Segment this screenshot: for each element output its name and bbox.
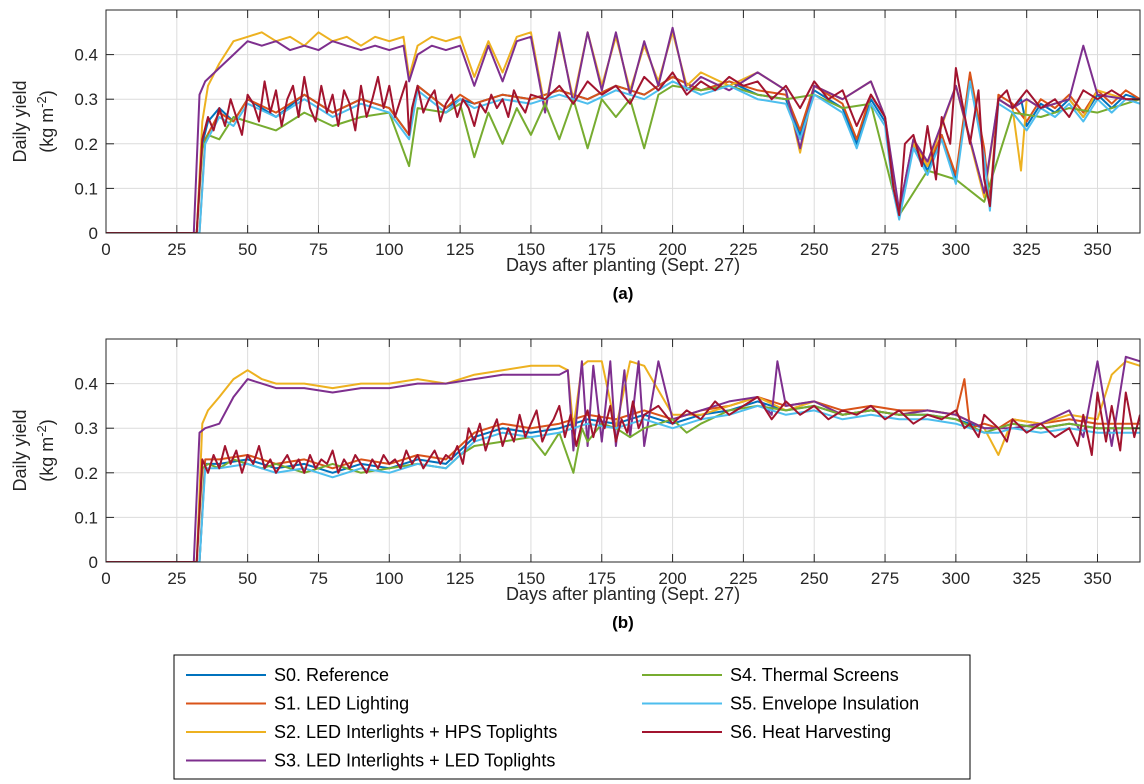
x-tick-label: 50 [238, 569, 257, 588]
x-tick-label: 200 [658, 569, 686, 588]
x-tick-label: 25 [167, 240, 186, 259]
y-tick-label: 0.2 [74, 135, 98, 154]
series-line [106, 355, 1140, 562]
y-tick-label: 0.1 [74, 179, 98, 198]
legend-entry: S5. Envelope Insulation [730, 694, 919, 714]
legend-entry: S2. LED Interlights + HPS Toplights [274, 722, 557, 742]
x-tick-label: 125 [446, 569, 474, 588]
legend-box [173, 654, 971, 780]
x-tick-label: 0 [101, 240, 110, 259]
y-axis-label: Daily yield [10, 409, 30, 491]
x-tick-label: 100 [375, 240, 403, 259]
axes-box [105, 9, 1141, 234]
x-tick-label: 125 [446, 240, 474, 259]
x-tick-label: 225 [729, 569, 757, 588]
x-tick-label: 275 [871, 240, 899, 259]
y-tick-label: 0.4 [74, 375, 98, 394]
x-tick-label: 250 [800, 240, 828, 259]
x-tick-label: 175 [588, 569, 616, 588]
y-tick-label: 0.3 [74, 419, 98, 438]
y-axis-unit: (kg m-2) [34, 419, 57, 482]
x-axis-label: Days after planting (Sept. 27) [506, 255, 740, 275]
x-tick-label: 200 [658, 240, 686, 259]
x-tick-label: 300 [942, 240, 970, 259]
y-tick-label: 0.3 [74, 90, 98, 109]
x-tick-label: 0 [101, 569, 110, 588]
series-line [106, 404, 1140, 562]
y-tick-label: 0.1 [74, 508, 98, 527]
x-tick-label: 250 [800, 569, 828, 588]
plot-area [106, 10, 1140, 233]
panel-label: (a) [613, 284, 634, 303]
series-line [106, 67, 1140, 233]
legend-entry: S3. LED Interlights + LED Toplights [274, 751, 555, 771]
x-tick-label: 300 [942, 569, 970, 588]
panel-a: 0 25 50 75 100 125 150 175 200 225 250 275 300 325 350… [10, 9, 1141, 303]
y-tick-label: 0 [89, 224, 98, 243]
x-tick-label: 275 [871, 569, 899, 588]
series-line [106, 80, 1140, 233]
series-line [106, 391, 1140, 562]
y-tick-label: 0.4 [74, 46, 98, 65]
panel-b: 0 25 50 75 100 125 150 175 200 225 250 275 300 325 350… [10, 338, 1141, 632]
x-tick-label: 325 [1012, 240, 1040, 259]
x-axis-label: Days after planting (Sept. 27) [506, 584, 740, 604]
x-tick-label: 150 [517, 569, 545, 588]
x-tick-label: 75 [309, 569, 328, 588]
legend-entry: S1. LED Lighting [274, 694, 409, 714]
x-tick-label: 25 [167, 569, 186, 588]
legend-entry: S0. Reference [274, 665, 389, 685]
legend: S0. Reference S1. LED Lighting S2. LED Int… [173, 654, 971, 780]
y-axis-label: Daily yield [10, 80, 30, 162]
x-tick-label: 150 [517, 240, 545, 259]
panel-label: (b) [612, 613, 634, 632]
x-tick-label: 225 [729, 240, 757, 259]
legend-entry: S6. Heat Harvesting [730, 722, 891, 742]
x-tick-label: 50 [238, 240, 257, 259]
x-tick-label: 75 [309, 240, 328, 259]
y-tick-label: 0.2 [74, 464, 98, 483]
x-tick-label: 325 [1012, 569, 1040, 588]
y-tick-label: 0 [89, 553, 98, 572]
y-axis-unit: (kg m-2) [34, 90, 57, 153]
x-tick-label: 350 [1083, 569, 1111, 588]
x-tick-label: 100 [375, 569, 403, 588]
legend-entry: S4. Thermal Screens [730, 665, 899, 685]
x-tick-label: 175 [588, 240, 616, 259]
axes-box [105, 338, 1141, 563]
x-tick-label: 350 [1083, 240, 1111, 259]
